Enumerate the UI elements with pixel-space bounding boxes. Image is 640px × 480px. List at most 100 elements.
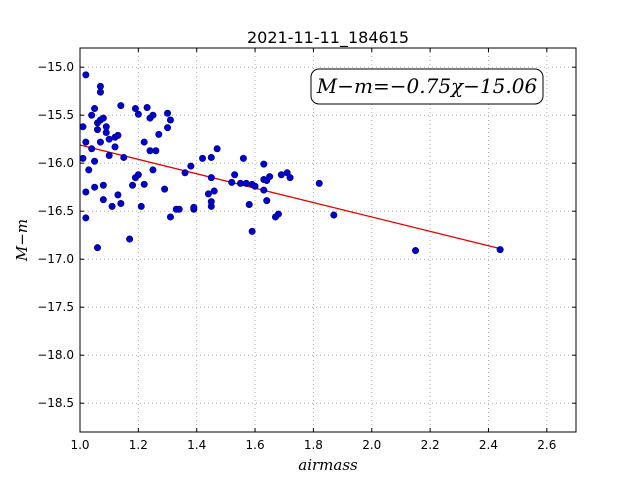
fit-line [79, 144, 501, 250]
chart-title: 2021-11-11_184615 [247, 28, 409, 48]
x-tick-label: 1.0 [70, 438, 89, 452]
y-tick-label: −18.5 [37, 396, 74, 410]
data-point [134, 171, 142, 179]
data-point [248, 227, 256, 235]
data-point [330, 211, 338, 219]
data-point [260, 160, 268, 168]
data-point [266, 173, 274, 181]
data-point [164, 124, 172, 132]
data-point [117, 102, 125, 110]
data-point [91, 157, 99, 165]
data-point [131, 104, 139, 112]
data-point [140, 180, 148, 188]
data-point [412, 247, 420, 255]
data-point [166, 116, 174, 124]
data-point [99, 196, 107, 204]
annotation-box [310, 68, 544, 105]
data-point [137, 202, 145, 210]
data-point [94, 244, 102, 252]
data-point [88, 145, 96, 153]
x-tick-label: 2.4 [479, 438, 498, 452]
data-point [228, 178, 236, 186]
data-point [79, 123, 87, 131]
data-point [199, 154, 207, 162]
data-point [117, 200, 125, 208]
data-point [315, 179, 323, 187]
data-point [99, 114, 107, 122]
data-point [82, 188, 90, 196]
data-point [96, 138, 104, 146]
data-point [102, 123, 110, 131]
data-point [143, 104, 151, 112]
data-point [114, 191, 122, 199]
data-point [187, 162, 195, 170]
data-point [166, 213, 174, 221]
data-point [274, 210, 282, 218]
data-point [79, 154, 87, 162]
data-point [263, 197, 271, 205]
x-tick-label: 1.6 [246, 438, 265, 452]
data-point [111, 143, 119, 151]
data-point [149, 111, 157, 119]
data-point [286, 174, 294, 182]
data-point [149, 166, 157, 174]
data-point [204, 190, 212, 198]
data-point [82, 214, 90, 222]
data-point [114, 131, 122, 139]
data-point [140, 138, 148, 146]
data-point [146, 147, 154, 155]
data-point [277, 171, 285, 179]
y-tick-label: −15.0 [37, 60, 74, 74]
x-tick-label: 1.8 [304, 438, 323, 452]
x-axis-label: airmass [298, 456, 358, 474]
plot-frame [79, 47, 577, 433]
y-axis-label: M−m [13, 219, 31, 262]
data-point [102, 128, 110, 136]
data-point [181, 169, 189, 177]
data-point [190, 203, 198, 211]
data-point [207, 174, 215, 182]
data-point [164, 109, 172, 117]
data-point [239, 154, 247, 162]
data-point [105, 135, 113, 143]
data-point [161, 185, 169, 193]
data-point [175, 205, 183, 213]
y-tick-label: −18.0 [37, 348, 74, 362]
data-points-layer [79, 71, 504, 255]
data-point [99, 181, 107, 189]
data-point [213, 145, 221, 153]
data-point [108, 202, 116, 210]
data-point [126, 235, 134, 243]
data-point [236, 179, 244, 187]
data-point [82, 71, 90, 79]
data-point [96, 82, 104, 90]
grid-lines [79, 48, 576, 432]
x-tick-label: 2.2 [421, 438, 440, 452]
data-point [85, 166, 93, 174]
data-point [152, 147, 160, 155]
data-point [129, 181, 137, 189]
y-tick-label: −17.0 [37, 252, 74, 266]
data-point [120, 153, 128, 161]
data-point [105, 152, 113, 160]
data-point [82, 138, 90, 146]
data-point [242, 179, 250, 187]
data-point [207, 153, 215, 161]
fit-line-layer [79, 144, 501, 250]
x-tick-label: 1.2 [129, 438, 148, 452]
data-point [260, 186, 268, 194]
data-point [91, 104, 99, 112]
data-point [94, 126, 102, 134]
data-point [496, 246, 504, 254]
y-tick-label: −15.5 [37, 108, 74, 122]
y-tick-label: −17.5 [37, 300, 74, 314]
data-point [210, 187, 218, 195]
fit-annotation: M−m=−0.75χ−15.06 [310, 68, 544, 105]
data-point [231, 171, 239, 179]
data-point [91, 183, 99, 191]
x-tick-label: 2.6 [537, 438, 556, 452]
data-point [207, 198, 215, 206]
data-point [88, 111, 96, 119]
x-tick-label: 2.0 [362, 438, 381, 452]
